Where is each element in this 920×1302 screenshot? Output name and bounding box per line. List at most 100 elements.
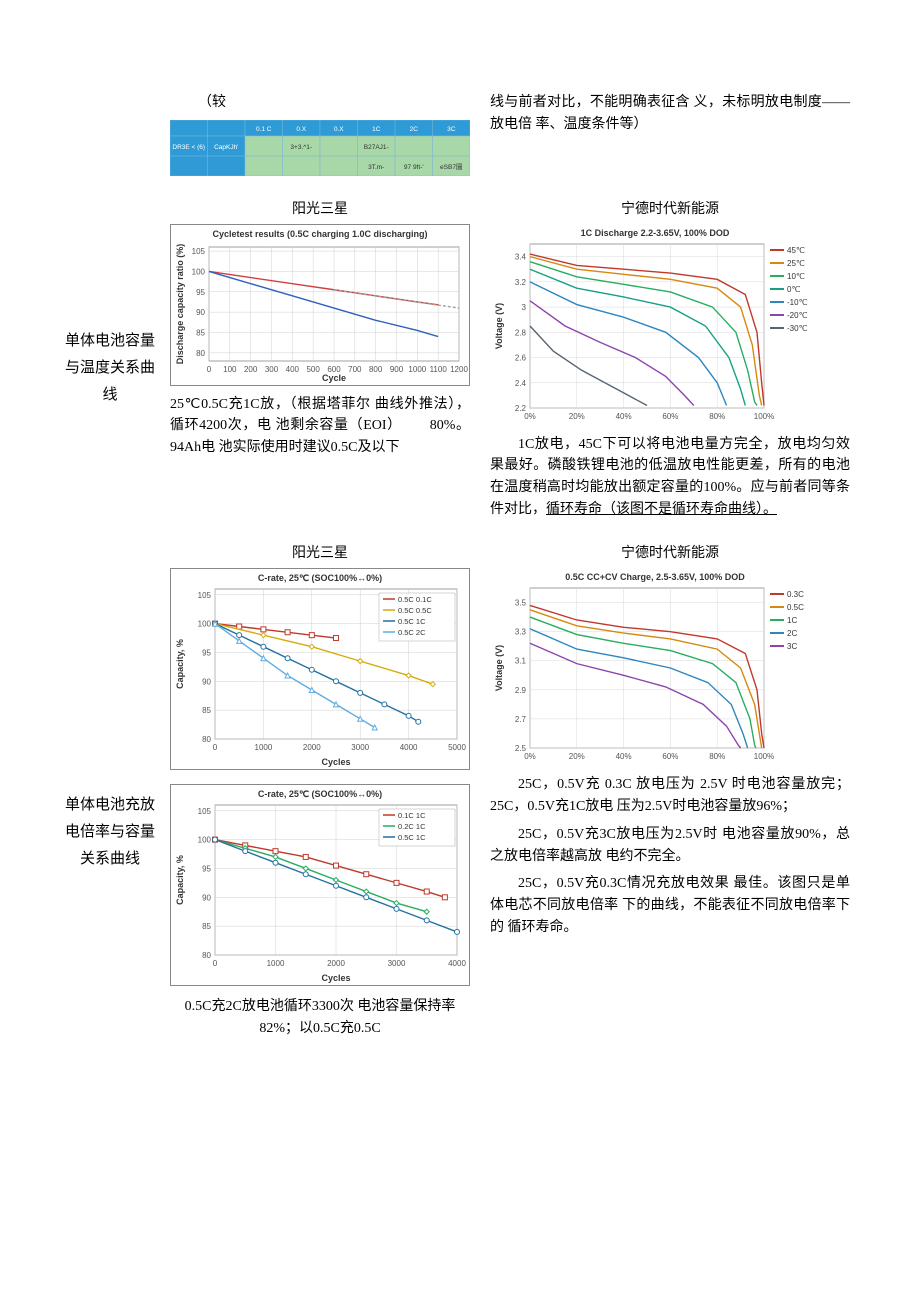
svg-text:Cycles: Cycles	[321, 973, 350, 983]
s1-left: 阳光三星 Cycletest results (0.5C charging 1.…	[160, 194, 480, 459]
s1-left-desc: 25℃0.5C充1C放，（根据塔菲尔 曲线外推法），循环4200次，电 池剩余容…	[170, 394, 470, 459]
svg-text:80: 80	[202, 735, 211, 744]
s2-right: 宁德时代新能源 0.5C CC+CV Charge, 2.5-3.65V, 10…	[480, 538, 860, 938]
svg-text:100%: 100%	[754, 752, 774, 761]
svg-text:105: 105	[198, 591, 212, 600]
svg-text:105: 105	[192, 247, 206, 256]
svg-text:25℃: 25℃	[787, 259, 805, 268]
svg-text:Cycles: Cycles	[321, 757, 350, 767]
svg-text:eSB7圜: eSB7圜	[440, 163, 462, 171]
svg-text:3.4: 3.4	[515, 252, 527, 261]
svg-text:2.4: 2.4	[515, 378, 527, 387]
svg-text:0.1C 1C: 0.1C 1C	[398, 811, 426, 820]
s2-left-desc: 0.5C充2C放电池循环3300次 电池容量保持率82%；以0.5C充0.5C	[170, 996, 470, 1039]
svg-text:80: 80	[202, 951, 211, 960]
svg-text:60%: 60%	[662, 752, 678, 761]
svg-text:95: 95	[202, 649, 211, 658]
row-top: （较 0.1 C0.X0.X1C2C3CDR3E < (6)CapKJh'3+3…	[60, 90, 860, 176]
top-left: （较 0.1 C0.X0.X1C2C3CDR3E < (6)CapKJh'3+3…	[160, 90, 480, 176]
svg-text:Cycletest results (0.5C chargi: Cycletest results (0.5C charging 1.0C di…	[212, 229, 427, 239]
svg-text:1100: 1100	[430, 365, 448, 374]
svg-text:60%: 60%	[662, 412, 678, 421]
s2-chart-leftb-box: C-rate, 25℃ (SOC100%↔0%)0100020003000400…	[170, 784, 470, 986]
s2-right-p3: 25C，0.5V充0.3C情况充放电效果 最佳。该图只是单体电芯不同放电倍率 下…	[490, 873, 850, 938]
svg-text:0: 0	[213, 743, 218, 752]
svg-text:0.X: 0.X	[296, 126, 306, 133]
s1-chart-left: Cycletest results (0.5C charging 1.0C di…	[171, 225, 469, 385]
svg-text:3C: 3C	[447, 126, 456, 133]
svg-text:3C: 3C	[787, 642, 797, 651]
svg-text:2.7: 2.7	[515, 715, 527, 724]
svg-text:40%: 40%	[616, 752, 632, 761]
svg-text:100: 100	[223, 365, 237, 374]
svg-text:0: 0	[207, 365, 212, 374]
svg-text:10℃: 10℃	[787, 272, 805, 281]
svg-text:0.5C: 0.5C	[787, 603, 804, 612]
svg-text:0℃: 0℃	[787, 285, 800, 294]
s1-right-p2-t: 循环寿命（该图不是循环寿命曲线）。	[546, 502, 777, 517]
svg-text:200: 200	[244, 365, 258, 374]
svg-text:1C Discharge 2.2-3.65V, 100%: 1C Discharge 2.2-3.65V, 100% DOD	[581, 228, 730, 238]
label-s1-text: 单体电池容量与温度关系曲线	[60, 328, 160, 409]
svg-text:400: 400	[286, 365, 300, 374]
svg-text:Voltage (V): Voltage (V)	[494, 303, 504, 349]
svg-text:500: 500	[306, 365, 320, 374]
top-right-text: 线与前者对比，不能明确表征含 义，未标明放电制度——放电倍 率、温度条件等）	[490, 92, 850, 135]
row-section2: 单体电池充放电倍率与容量关系曲线 阳光三星 C-rate, 25℃ (SOC10…	[60, 538, 860, 1039]
s2-right-cap: 宁德时代新能源	[490, 542, 850, 562]
svg-text:900: 900	[390, 365, 404, 374]
svg-text:100%: 100%	[754, 412, 774, 421]
s1-chart-right-box: 1C Discharge 2.2-3.65V, 100% DOD0%20%40%…	[490, 224, 850, 428]
svg-text:100: 100	[198, 620, 212, 629]
svg-text:90: 90	[202, 678, 211, 687]
s2-right-p1: 25C，0.5V充 0.3C 放电压为 2.5V 时电池容量放完；25C，0.5…	[490, 774, 850, 817]
svg-text:85: 85	[202, 923, 211, 932]
s1-chart-left-box: Cycletest results (0.5C charging 1.0C di…	[170, 224, 470, 386]
s1-left-cap: 阳光三星	[170, 198, 470, 218]
svg-text:0.5C 2C: 0.5C 2C	[398, 628, 426, 637]
svg-text:0.1 C: 0.1 C	[256, 126, 272, 133]
svg-text:2.8: 2.8	[515, 328, 527, 337]
svg-text:0: 0	[213, 959, 218, 968]
svg-text:0.X: 0.X	[334, 126, 344, 133]
svg-text:0.5C CC+CV Charge, 2.5-3.65V,: 0.5C CC+CV Charge, 2.5-3.65V, 100% DOD	[565, 572, 745, 582]
svg-text:3: 3	[522, 303, 527, 312]
svg-text:1000: 1000	[408, 365, 426, 374]
svg-text:-20℃: -20℃	[787, 311, 808, 320]
top-table-wrap: 0.1 C0.X0.X1C2C3CDR3E < (6)CapKJh'3+3.^1…	[170, 120, 470, 176]
svg-text:2000: 2000	[303, 743, 321, 752]
svg-text:2C: 2C	[410, 126, 419, 133]
svg-text:0%: 0%	[524, 752, 536, 761]
svg-text:80: 80	[196, 349, 205, 358]
svg-text:0.5C 1C: 0.5C 1C	[398, 833, 426, 842]
svg-text:2.5: 2.5	[515, 744, 527, 753]
svg-text:4000: 4000	[448, 959, 466, 968]
svg-text:-30℃: -30℃	[787, 324, 808, 333]
s1-right: 宁德时代新能源 1C Discharge 2.2-3.65V, 100% DOD…	[480, 194, 860, 521]
svg-text:3+3.^1-: 3+3.^1-	[290, 144, 312, 151]
top-left-text: （较	[170, 92, 470, 114]
label-s2: 单体电池充放电倍率与容量关系曲线	[60, 538, 160, 873]
svg-text:0.5C 1C: 0.5C 1C	[398, 617, 426, 626]
svg-text:95: 95	[202, 865, 211, 874]
svg-text:1000: 1000	[255, 743, 273, 752]
svg-text:B27AJ1-: B27AJ1-	[364, 144, 389, 151]
svg-text:5000: 5000	[448, 743, 466, 752]
svg-text:1200: 1200	[450, 365, 468, 374]
svg-text:700: 700	[348, 365, 362, 374]
s1-chart-right: 1C Discharge 2.2-3.65V, 100% DOD0%20%40%…	[490, 224, 820, 428]
svg-text:300: 300	[265, 365, 279, 374]
svg-text:2.9: 2.9	[515, 686, 527, 695]
svg-text:80%: 80%	[709, 752, 725, 761]
row-section1: 单体电池容量与温度关系曲线 阳光三星 Cycletest results (0.…	[60, 194, 860, 521]
svg-text:Capacity, %: Capacity, %	[175, 856, 185, 906]
top-table: 0.1 C0.X0.X1C2C3CDR3E < (6)CapKJh'3+3.^1…	[170, 120, 470, 176]
svg-text:85: 85	[202, 707, 211, 716]
svg-text:2C: 2C	[787, 629, 797, 638]
s2-left-cap: 阳光三星	[170, 542, 470, 562]
svg-text:0%: 0%	[524, 412, 536, 421]
s2-chart-lefta-box: C-rate, 25℃ (SOC100%↔0%)0100020003000400…	[170, 568, 470, 770]
label-s1: 单体电池容量与温度关系曲线	[60, 194, 160, 409]
svg-text:Capacity, %: Capacity, %	[175, 640, 185, 690]
svg-text:1C: 1C	[787, 616, 797, 625]
